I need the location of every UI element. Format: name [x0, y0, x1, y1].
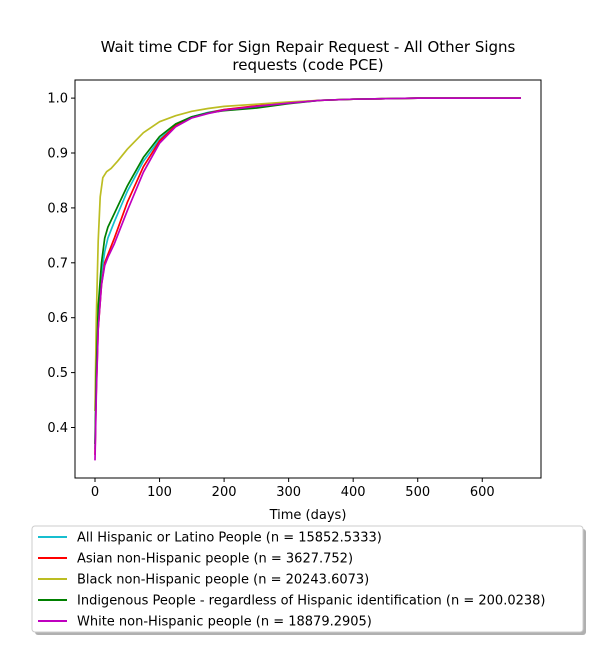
legend-entry-label: Black non-Hispanic people (n = 20243.607…	[77, 573, 369, 588]
series-lines	[94, 97, 521, 461]
x-tick-label: 600	[470, 485, 495, 500]
x-tick-label: 100	[147, 485, 172, 500]
plot-area-frame	[74, 79, 542, 479]
legend: All Hispanic or Latino People (n = 15852…	[31, 525, 586, 635]
legend-entry-label: Indigenous People - regardless of Hispan…	[77, 594, 546, 609]
series-line	[94, 97, 521, 461]
legend-entry-label: Asian non-Hispanic people (n = 3627.752)	[77, 552, 353, 567]
y-tick-label: 0.4	[47, 421, 68, 436]
x-tick-label: 200	[212, 485, 237, 500]
y-tick-label: 1.0	[47, 92, 68, 107]
x-tick-label: 0	[91, 485, 99, 500]
x-tick-label: 500	[405, 485, 430, 500]
y-tick-label: 0.7	[47, 256, 68, 271]
x-axis-label: Time (days)	[269, 508, 347, 523]
x-tick-label: 300	[276, 485, 301, 500]
legend-entry-label: All Hispanic or Latino People (n = 15852…	[77, 531, 382, 546]
chart-title-line-1: Wait time CDF for Sign Repair Request - …	[101, 38, 516, 56]
x-axis-ticks: 0 100 200 300 400 500 600	[91, 478, 495, 500]
legend-box	[31, 525, 584, 633]
legend-entry-label: White non-Hispanic people (n = 18879.290…	[77, 615, 372, 630]
series-line	[94, 97, 521, 445]
y-axis-ticks: 0.4 0.5 0.6 0.7 0.8 0.9 1.0	[47, 92, 75, 436]
y-tick-label: 0.5	[47, 366, 68, 381]
chart-title-line-2: requests (code PCE)	[232, 56, 383, 74]
y-tick-label: 0.9	[47, 147, 68, 162]
y-tick-label: 0.6	[47, 311, 68, 326]
series-line	[94, 97, 521, 455]
legend-items: All Hispanic or Latino People (n = 15852…	[38, 531, 546, 630]
y-tick-label: 0.8	[47, 201, 68, 216]
x-tick-label: 400	[341, 485, 366, 500]
series-line	[94, 97, 521, 450]
